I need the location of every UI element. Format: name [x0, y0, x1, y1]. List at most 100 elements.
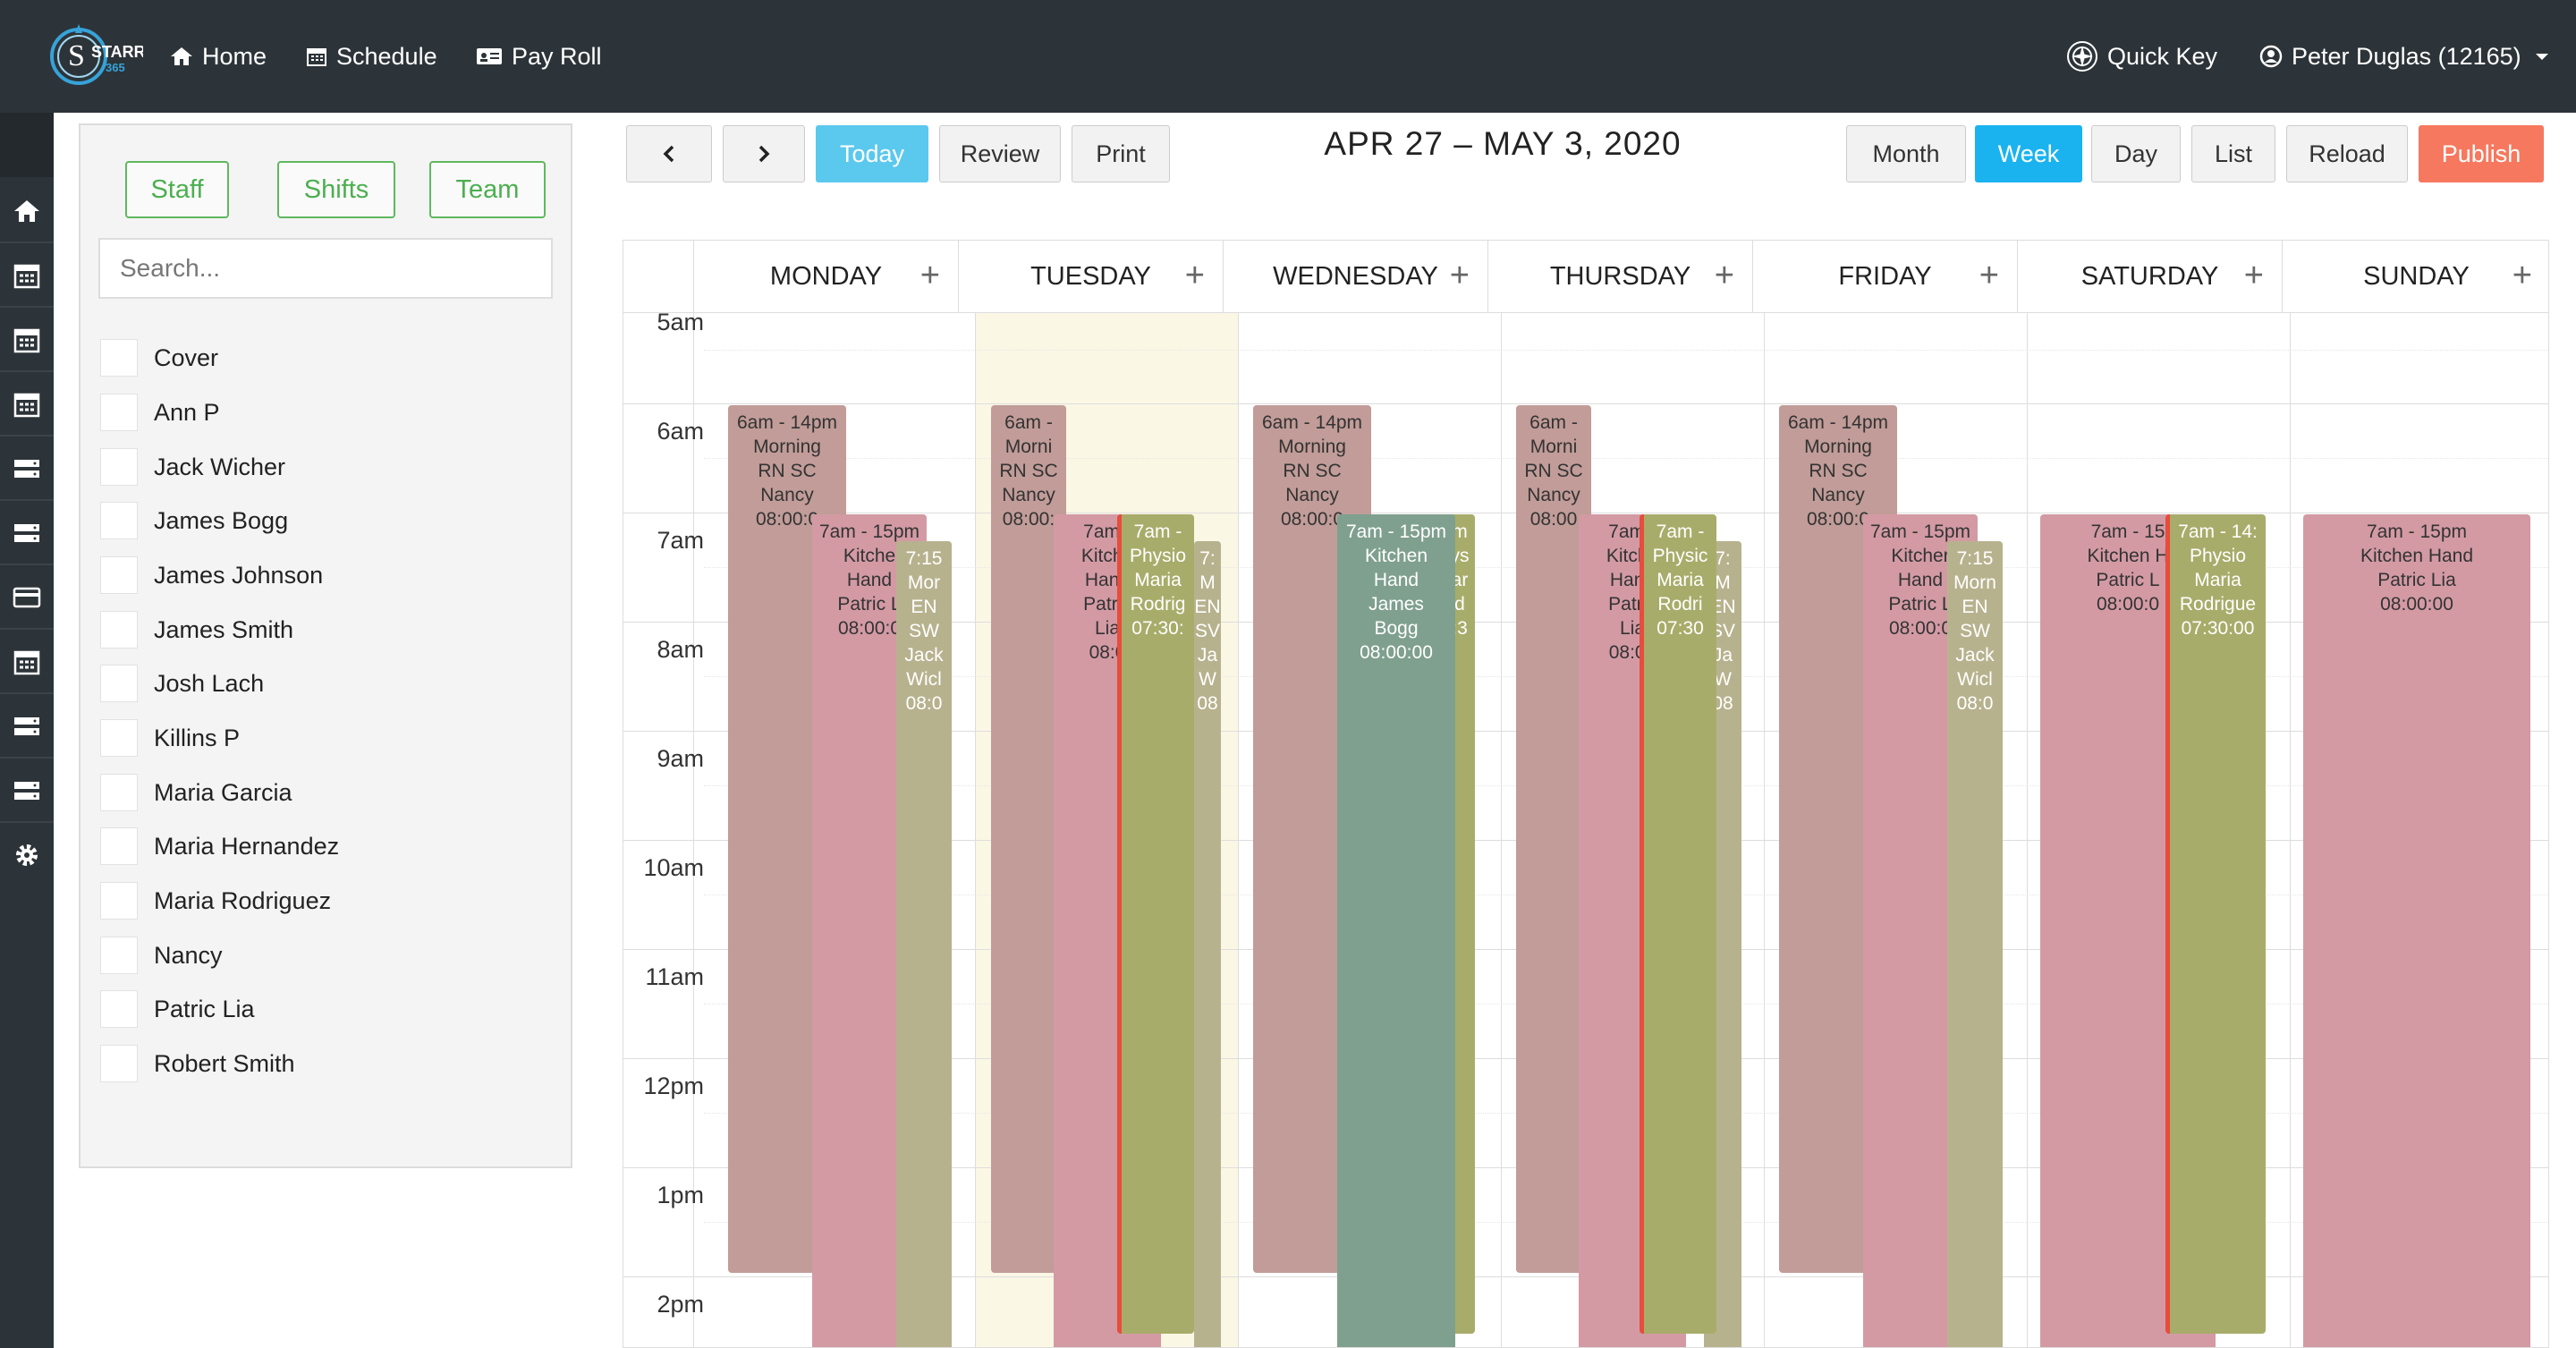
nav-home[interactable]: Home — [170, 0, 267, 113]
add-shift-icon[interactable]: + — [2512, 257, 2532, 294]
shift-block[interactable]: 7am - 15pm Kitchen Hand James Bogg 08:00:00 — [1337, 514, 1455, 1347]
shift-text: m — [1452, 521, 1468, 542]
shift-block[interactable]: 7: M EN SV Ja W 08 — [1194, 541, 1221, 1347]
day-name: SATURDAY — [2080, 261, 2219, 291]
day-header-wednesday: WEDNESDAY + — [1223, 241, 1487, 312]
staff-item[interactable]: Maria Garcia — [100, 771, 292, 814]
server-icon[interactable] — [13, 454, 41, 483]
staff-checkbox[interactable] — [100, 882, 138, 920]
staff-item[interactable]: Jack Wicher — [100, 445, 285, 488]
view-week-button[interactable]: Week — [1975, 125, 2082, 182]
shift-block[interactable]: 7am - 15pm Kitchen Hand Patric Lia 08:00:00 — [2303, 514, 2530, 1347]
shift-block[interactable]: 7am - Physio Maria Rodrig 07:30: — [1117, 514, 1194, 1334]
staff-checkbox[interactable] — [100, 665, 138, 702]
staff-checkbox[interactable] — [100, 339, 138, 377]
calendar-icon[interactable] — [13, 326, 41, 354]
nav-quick-key[interactable]: Quick Key — [2066, 0, 2217, 113]
shift-text: Nancy — [1285, 485, 1339, 505]
staff-checkbox[interactable] — [100, 448, 138, 486]
shift-text: Patric L — [2096, 570, 2160, 590]
left-rail — [0, 113, 54, 1348]
add-shift-icon[interactable]: + — [1979, 257, 1999, 294]
starr-logo[interactable]: S STARR 365 — [43, 20, 146, 93]
staff-checkbox[interactable] — [100, 502, 138, 539]
tab-shifts[interactable]: Shifts — [277, 161, 395, 218]
staff-checkbox[interactable] — [100, 556, 138, 594]
reload-button[interactable]: Reload — [2286, 125, 2408, 182]
staff-name: Patric Lia — [154, 995, 255, 1022]
staff-item[interactable]: Patric Lia — [100, 988, 255, 1030]
server-icon[interactable] — [13, 519, 41, 547]
staff-item[interactable]: Robert Smith — [100, 1042, 295, 1085]
staff-name: Maria Garcia — [154, 778, 292, 806]
staff-name: Cover — [154, 343, 219, 371]
shift-block[interactable]: 7am - 14: Physio Maria Rodrigue 07:30:00 — [2165, 514, 2266, 1334]
user-menu[interactable]: Peter Duglas (12165) — [2259, 0, 2561, 113]
publish-button[interactable]: Publish — [2419, 125, 2544, 182]
staff-item[interactable]: Cover — [100, 336, 218, 379]
shift-text: Morning — [753, 437, 821, 457]
print-button[interactable]: Print — [1072, 125, 1170, 182]
shift-block[interactable]: 7:15 Morn EN SW Jack Wicl 08:0 — [1947, 541, 2003, 1347]
staff-item[interactable]: James Smith — [100, 608, 293, 651]
shift-text: 08:00:00 — [2380, 594, 2453, 615]
review-button[interactable]: Review — [939, 125, 1061, 182]
staff-item[interactable]: Killins P — [100, 716, 240, 759]
shift-text: Mor — [907, 572, 941, 593]
day-name: SUNDAY — [2363, 261, 2470, 291]
staff-item[interactable]: Nancy — [100, 934, 223, 977]
gear-icon[interactable] — [13, 841, 41, 869]
view-day-button[interactable]: Day — [2091, 125, 2181, 182]
today-button[interactable]: Today — [816, 125, 928, 182]
nav-schedule[interactable]: Schedule — [306, 0, 437, 113]
calendar-icon[interactable] — [13, 648, 41, 676]
calendar-icon[interactable] — [13, 261, 41, 290]
shift-text: Morn — [1953, 572, 1996, 593]
add-shift-icon[interactable]: + — [2243, 257, 2264, 294]
staff-item[interactable]: Maria Rodriguez — [100, 879, 331, 922]
view-list-button[interactable]: List — [2191, 125, 2275, 182]
staff-checkbox[interactable] — [100, 719, 138, 757]
view-month-button[interactable]: Month — [1846, 125, 1966, 182]
server-icon[interactable] — [13, 776, 41, 805]
staff-name: Robert Smith — [154, 1049, 295, 1077]
staff-checkbox[interactable] — [100, 990, 138, 1028]
staff-name: Jack Wicher — [154, 453, 286, 480]
add-shift-icon[interactable]: + — [1184, 257, 1205, 294]
tab-team[interactable]: Team — [429, 161, 546, 218]
staff-item[interactable]: James Bogg — [100, 499, 288, 542]
staff-item[interactable]: Josh Lach — [100, 662, 264, 705]
add-shift-icon[interactable]: + — [1714, 257, 1734, 294]
search-input[interactable]: Search... — [98, 238, 553, 299]
add-shift-icon[interactable]: + — [919, 257, 940, 294]
tab-staff[interactable]: Staff — [125, 161, 229, 218]
staff-item[interactable]: Maria Hernandez — [100, 825, 339, 868]
shift-text: 6am - 14pm — [1261, 412, 1363, 433]
staff-item[interactable]: James Johnson — [100, 554, 323, 597]
nav-payroll[interactable]: Pay Roll — [476, 0, 602, 113]
shift-text: 7: — [1199, 548, 1216, 569]
credit-card-icon[interactable] — [13, 583, 41, 612]
shift-text: Morning — [1804, 437, 1872, 457]
rail-collapse[interactable] — [0, 113, 54, 177]
shift-block[interactable]: 7am - Physic Maria Rodri 07:30 — [1640, 514, 1716, 1334]
compass-icon — [2067, 41, 2097, 72]
server-icon[interactable] — [13, 712, 41, 741]
staff-checkbox[interactable] — [100, 611, 138, 649]
staff-checkbox[interactable] — [100, 937, 138, 974]
staff-checkbox[interactable] — [100, 774, 138, 811]
next-button[interactable] — [723, 125, 805, 182]
day-name: WEDNESDAY — [1273, 261, 1438, 291]
shift-text: Lia — [1094, 618, 1121, 639]
add-shift-icon[interactable]: + — [1449, 257, 1470, 294]
staff-checkbox[interactable] — [100, 827, 138, 865]
staff-checkbox[interactable] — [100, 1045, 138, 1082]
shift-text: Physio — [1129, 546, 1187, 566]
staff-checkbox[interactable] — [100, 394, 138, 431]
home-icon[interactable] — [13, 197, 41, 225]
shift-block[interactable]: 7:15 Mor EN SW Jack Wicl 08:0 — [896, 541, 952, 1347]
staff-item[interactable]: Ann P — [100, 391, 220, 434]
prev-button[interactable] — [626, 125, 712, 182]
calendar-icon[interactable] — [13, 390, 41, 419]
shift-text: 07:30 — [1657, 618, 1704, 639]
